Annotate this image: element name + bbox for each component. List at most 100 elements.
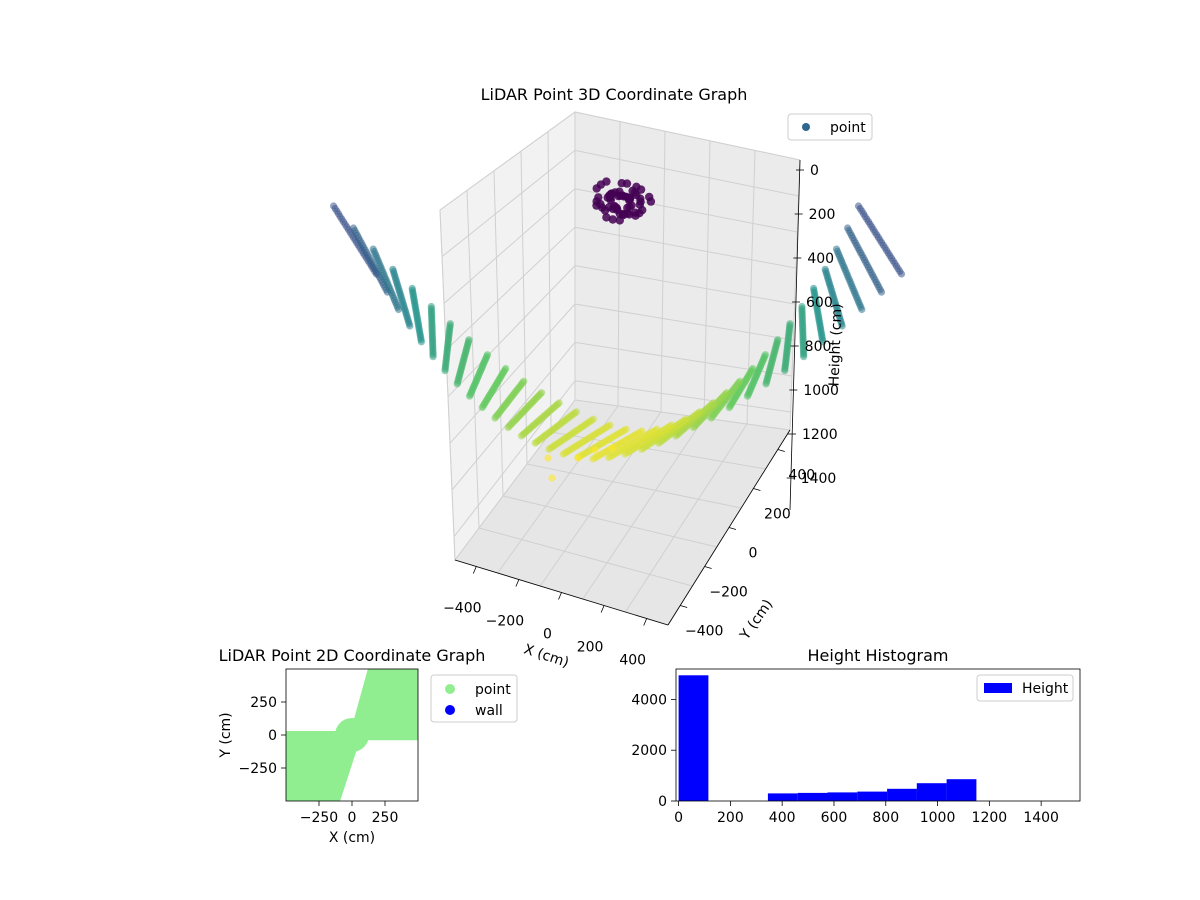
x-tick-label: 1000 <box>920 810 956 826</box>
histogram-title: Height Histogram <box>808 646 949 665</box>
cluster-point <box>622 179 632 188</box>
grid-line <box>493 170 504 497</box>
x-tick-label: 0 <box>543 627 552 643</box>
surface-point <box>417 338 425 346</box>
plot-2d-legend-wall: wall <box>475 703 503 719</box>
cluster-point <box>632 190 641 200</box>
x-tick-mark <box>515 579 520 587</box>
cluster-point <box>602 177 611 186</box>
cluster-point <box>636 185 646 194</box>
z-tick-label: 800 <box>805 339 832 355</box>
plot-2d-x-ticks: −250 0 250 <box>300 801 399 826</box>
histogram-bar <box>887 788 917 801</box>
z-tick-label: 0 <box>810 163 819 179</box>
grid-line <box>502 495 717 548</box>
z-tick-label: 400 <box>807 251 834 267</box>
x-tick-label: 250 <box>372 810 399 826</box>
x-tick-label: 600 <box>821 810 848 826</box>
surface-point <box>478 404 486 412</box>
surface-point <box>504 423 512 432</box>
grid-line <box>439 111 576 211</box>
grid-line <box>703 140 711 419</box>
x-tick-label: −400 <box>443 601 481 617</box>
histogram-legend-label: Height <box>1022 681 1069 697</box>
plot-3d-surface <box>330 202 906 482</box>
grid-line <box>441 150 576 258</box>
grid-line <box>574 149 799 197</box>
z-tick-label: 600 <box>806 295 833 311</box>
surface-point <box>605 453 613 462</box>
surface-point <box>800 353 808 361</box>
grid-line <box>574 265 795 305</box>
plot-3d-z-label: Height (cm) <box>827 303 846 387</box>
x-tick-label: −250 <box>300 810 338 826</box>
x-tick-label: 400 <box>619 653 646 669</box>
x-tick-label: 0 <box>348 810 357 826</box>
plot-2d-x-label: X (cm) <box>329 830 375 846</box>
cluster-point <box>646 197 656 206</box>
grid-line <box>660 131 666 413</box>
cluster-point <box>608 215 617 224</box>
plot-3d-y-ticks: −400 −200 0 200 400 <box>680 449 815 640</box>
histogram-bars <box>678 675 977 801</box>
surface-point <box>548 474 556 482</box>
y-tick-mark <box>753 488 761 491</box>
plot-2d-title: LiDAR Point 2D Coordinate Graph <box>219 646 486 665</box>
surface-point <box>531 439 539 447</box>
plot-3d-cluster <box>592 177 656 225</box>
grid-line <box>574 380 791 413</box>
grid-line <box>574 399 791 431</box>
z-tick-label: 200 <box>809 207 836 223</box>
cluster-point <box>610 201 619 211</box>
x-tick-label: 200 <box>717 810 744 826</box>
surface-point <box>781 367 789 375</box>
y-tick-label: −400 <box>685 624 723 640</box>
plot-2d-y-ticks: −250 0 250 <box>239 695 286 777</box>
histogram-legend: Height <box>976 674 1074 702</box>
x-tick-label: 1400 <box>1023 810 1059 826</box>
histogram-bar <box>827 792 858 801</box>
surface-point <box>491 414 499 422</box>
cluster-point <box>631 211 640 220</box>
grid-line <box>443 188 576 304</box>
x-tick-label: 200 <box>577 640 604 656</box>
histogram: Height Histogram 0 200 400 600 800 1000 1200 14… <box>631 646 1081 826</box>
y-tick-label: 200 <box>764 507 791 523</box>
histogram-bar <box>916 783 947 801</box>
plot-3d-y-label: Y (cm) <box>737 597 777 644</box>
surface-point <box>877 288 886 296</box>
plot-2d-center-blob <box>335 718 369 752</box>
surface-point <box>545 445 553 453</box>
histogram-frame <box>675 668 1081 802</box>
surface-point <box>838 322 846 330</box>
grid-line <box>574 303 794 341</box>
cluster-point <box>623 203 632 213</box>
plot-2d-legend-point: point <box>475 682 511 698</box>
y-tick-label: 2000 <box>631 743 667 759</box>
histogram-bar <box>946 779 977 801</box>
surface-point <box>441 367 449 375</box>
surface-point <box>725 404 733 412</box>
plot-3d-legend-frame <box>787 113 873 141</box>
surface-point <box>453 380 461 388</box>
histogram-bar <box>767 793 798 801</box>
surface-point <box>517 432 526 440</box>
histogram-y-ticks: 0 2000 4000 <box>631 692 676 810</box>
cluster-point <box>615 187 624 196</box>
cluster-point <box>619 210 628 220</box>
grid-line <box>526 463 742 509</box>
plot-3d-legend-marker <box>802 123 810 131</box>
x-tick-label: −200 <box>486 614 524 630</box>
cluster-point <box>624 193 634 203</box>
plot-2d-y-label: Y (cm) <box>218 712 234 758</box>
plot-2d: LiDAR Point 2D Coordinate Graph −250 0 250… <box>218 646 518 846</box>
surface-point <box>406 322 414 330</box>
cluster-point <box>594 193 603 202</box>
y-tick-label: 4000 <box>631 692 667 708</box>
x-tick-mark <box>643 618 648 626</box>
surface-point <box>574 454 582 462</box>
surface-point <box>559 450 567 458</box>
x-tick-label: 0 <box>674 810 683 826</box>
histogram-legend-patch <box>984 683 1012 693</box>
surface-point <box>589 455 597 463</box>
